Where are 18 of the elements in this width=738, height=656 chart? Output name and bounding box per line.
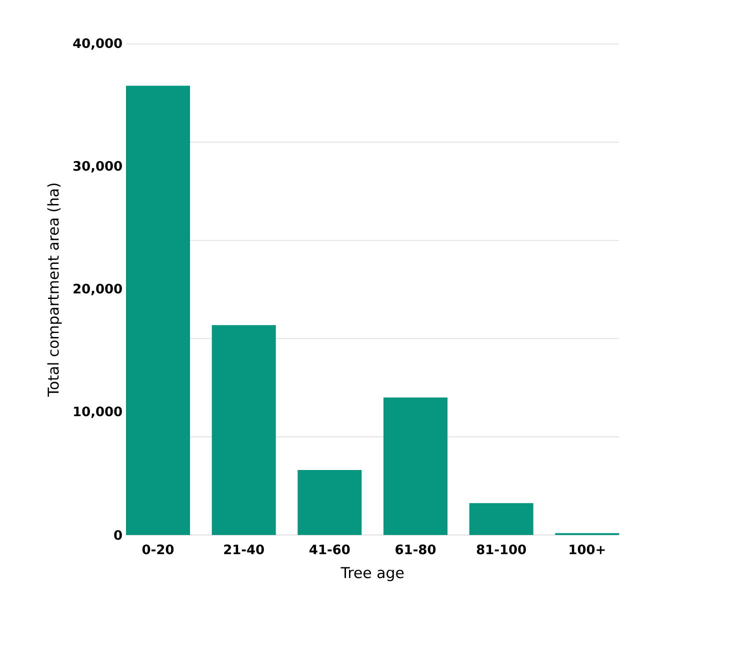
x-tick-label: 61-80 [396, 544, 436, 554]
bar [383, 398, 448, 535]
bar [298, 470, 362, 535]
y-tick-label: 30,000 [73, 161, 122, 172]
y-tick-label: 20,000 [74, 284, 122, 296]
x-tick-label: 0-20 [142, 544, 174, 554]
y-tick-label: 40,000 [73, 38, 122, 50]
bar [469, 503, 534, 535]
x-tick-label: 100+ [570, 544, 605, 554]
x-tick-label: 41-60 [310, 544, 350, 554]
x-axis-title: Tree age [340, 567, 404, 582]
x-tick-label: 21-40 [224, 544, 264, 554]
y-axis-title: Total compartment area (ha) [47, 184, 62, 397]
y-tick-label: 0 [114, 530, 122, 540]
x-tick-label: 81-100 [476, 544, 526, 554]
bar [126, 86, 190, 535]
y-tick-label: 10,000 [74, 406, 122, 418]
bar [212, 325, 276, 535]
